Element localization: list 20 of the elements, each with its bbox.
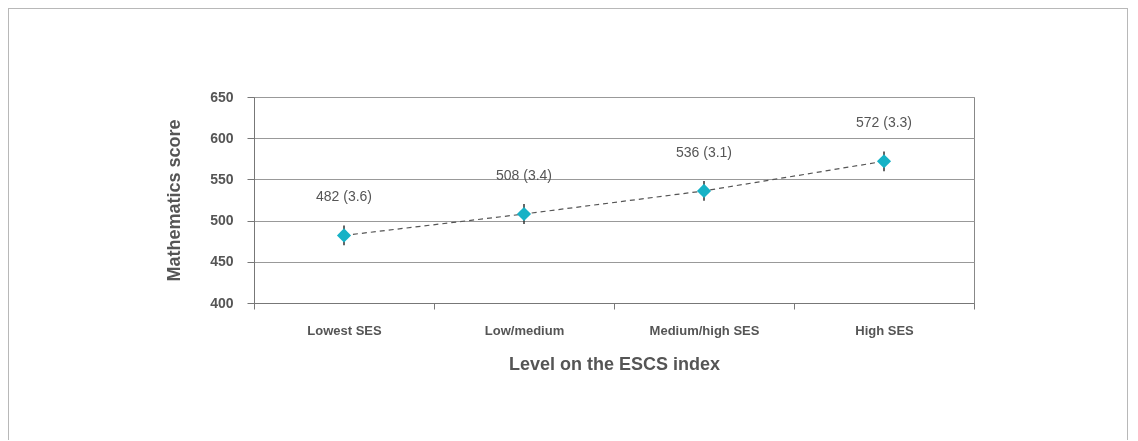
- point: [696, 183, 712, 199]
- point: [516, 206, 532, 222]
- y-tick-label: 400: [210, 294, 234, 311]
- data-label: 482 (3.6): [315, 188, 373, 205]
- y-tick-label: 550: [210, 170, 234, 187]
- y-axis-title: Mathematics score: [164, 119, 185, 282]
- y-tick-label: 450: [210, 253, 234, 270]
- y-tick-label: 500: [210, 212, 234, 229]
- x-tick-label: High SES: [855, 322, 915, 338]
- x-tick-label: Lowest SES: [307, 322, 383, 338]
- y-tick-label: 650: [210, 88, 234, 105]
- data-label: 508 (3.4): [495, 167, 553, 184]
- x-axis-title: Level on the ESCS index: [508, 353, 721, 374]
- point: [876, 154, 892, 169]
- x-tick-label: Low/medium: [484, 322, 565, 338]
- x-tick-label: Medium/high SES: [649, 322, 760, 338]
- point: [336, 228, 352, 243]
- data-label: 536 (3.1): [675, 143, 733, 160]
- data-label: 572 (3.3): [855, 114, 913, 131]
- y-tick-label: 600: [210, 129, 234, 146]
